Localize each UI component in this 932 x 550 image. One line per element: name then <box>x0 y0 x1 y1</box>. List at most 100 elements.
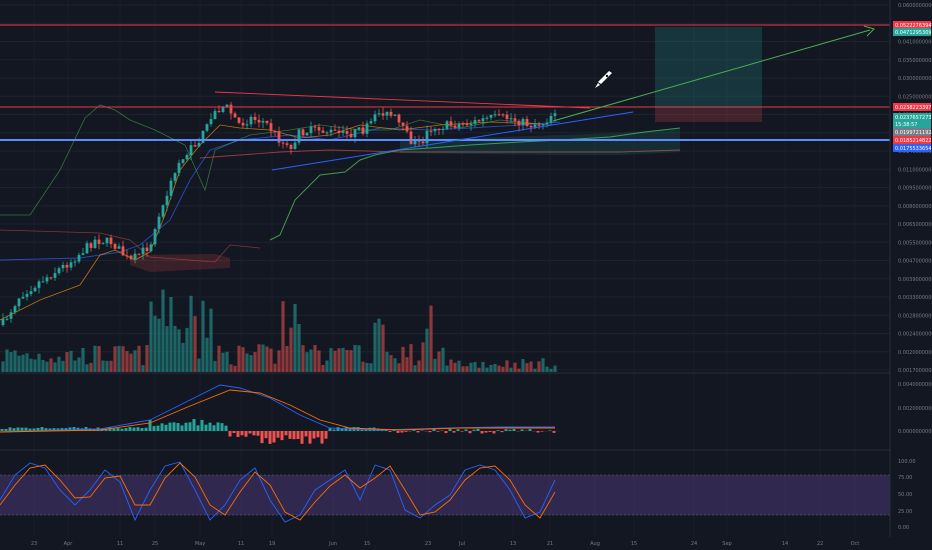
candle-body <box>541 124 545 126</box>
ascending-trendline[interactable] <box>271 111 634 171</box>
volume-bar <box>397 363 401 372</box>
price-tick-label: 0.0017000000 <box>898 368 932 374</box>
macd-histogram-bar <box>404 431 408 432</box>
volume-bar <box>25 353 29 372</box>
volume-bar <box>53 362 57 372</box>
macd-histogram-bar <box>512 428 516 431</box>
volume-bar <box>205 337 209 372</box>
candle-body <box>537 124 541 126</box>
volume-bar <box>493 363 497 372</box>
candle-body <box>149 244 153 251</box>
candle-body <box>201 130 205 144</box>
volume-bar <box>33 359 37 372</box>
price-pane[interactable] <box>0 24 890 372</box>
candle-body <box>173 173 177 181</box>
candle-body <box>65 264 69 268</box>
volume-bar <box>501 366 505 372</box>
candle-body <box>49 277 53 279</box>
drawings[interactable] <box>0 24 890 171</box>
candle-body <box>157 216 161 230</box>
volume-bar <box>9 352 13 372</box>
macd-histogram-bar <box>196 425 200 431</box>
macd-histogram-bar <box>252 431 256 436</box>
price-tick-label: 0.0600000000 <box>898 3 932 9</box>
volume-bar <box>65 352 69 372</box>
price-tick-label: 0.0039000000 <box>898 277 932 283</box>
rocket-body <box>598 71 612 84</box>
volume-bar <box>309 349 313 372</box>
macd-histogram-bar <box>412 430 416 431</box>
macd-histogram-bar <box>172 422 176 431</box>
price-badge <box>893 120 931 128</box>
volume-bar <box>437 351 441 372</box>
candle-body <box>161 205 165 217</box>
projection-arrow[interactable] <box>552 29 871 122</box>
time-axis[interactable]: 23 Apr 11 25 May 11 19 Jun 15 23 Jul 13 21 Aug 15 24 Sep… <box>31 541 860 547</box>
macd-histogram-bar <box>140 428 144 431</box>
volume-bar <box>93 345 97 372</box>
arrow-head[interactable] <box>863 25 875 37</box>
macd-histogram-bar <box>248 431 252 434</box>
macd-histogram-bar <box>332 429 336 431</box>
price-tick-label: 0.0110000000 <box>898 167 932 173</box>
volume-bar <box>393 358 397 372</box>
rocket-flame <box>595 83 600 88</box>
macd-histogram-bar <box>444 431 448 434</box>
volume-bar <box>441 347 445 372</box>
candles <box>1 101 557 327</box>
macd-histogram-bar <box>392 430 396 431</box>
volume-bar <box>365 362 369 372</box>
macd-histogram-bar <box>244 431 248 437</box>
volume-bar <box>77 357 81 372</box>
candle-body <box>241 122 245 126</box>
candle-body <box>345 131 349 134</box>
volume-bar <box>1 361 5 372</box>
macd-histogram-bar <box>120 428 124 431</box>
macd-histogram-bar <box>460 431 464 432</box>
volume-bar <box>449 359 453 372</box>
candle-body <box>461 123 465 125</box>
macd-histogram-bar <box>508 429 512 431</box>
macd-histogram-bar <box>160 423 164 431</box>
macd-histogram-bar <box>112 428 116 431</box>
candle-body <box>205 124 209 131</box>
macd-histogram-bar <box>316 431 320 438</box>
macd-histogram-bar <box>428 431 432 433</box>
candle-body <box>457 123 461 128</box>
candle-body <box>37 281 41 288</box>
candle-body <box>181 159 185 163</box>
candle-body <box>129 255 133 260</box>
long-position-target-zone[interactable] <box>655 27 762 107</box>
volume-bar <box>369 363 373 372</box>
candle-body <box>169 180 173 196</box>
volume-bar <box>73 360 77 372</box>
volume-bar <box>489 364 493 372</box>
macd-histogram-bar <box>136 427 140 431</box>
volume-bar <box>161 289 165 372</box>
descending-trendline[interactable] <box>214 91 591 109</box>
candle-body <box>109 237 113 245</box>
macd-histogram-bar <box>500 431 504 433</box>
macd-histogram-bar <box>180 425 184 431</box>
volume-bar <box>137 345 141 372</box>
price-badge <box>893 113 931 121</box>
volume-bar <box>193 316 197 372</box>
rocket-icon[interactable] <box>595 71 612 88</box>
macd-histogram-bar <box>148 419 152 431</box>
candle-body <box>545 122 549 125</box>
candle-body <box>453 125 457 128</box>
candle-body <box>309 126 313 134</box>
volume-bar <box>121 346 125 372</box>
long-position-stop-zone[interactable] <box>655 107 762 122</box>
stochastic-pane[interactable] <box>0 461 890 523</box>
candle-body <box>281 142 285 144</box>
volume-bar <box>381 324 385 372</box>
volume-bar <box>185 327 189 372</box>
macd-pane[interactable] <box>0 384 560 444</box>
macd-histogram-bar <box>12 428 16 431</box>
price-tick-label: 0.0028000000 <box>898 313 932 319</box>
macd-histogram-bar <box>364 429 368 431</box>
candle-body <box>509 118 513 120</box>
